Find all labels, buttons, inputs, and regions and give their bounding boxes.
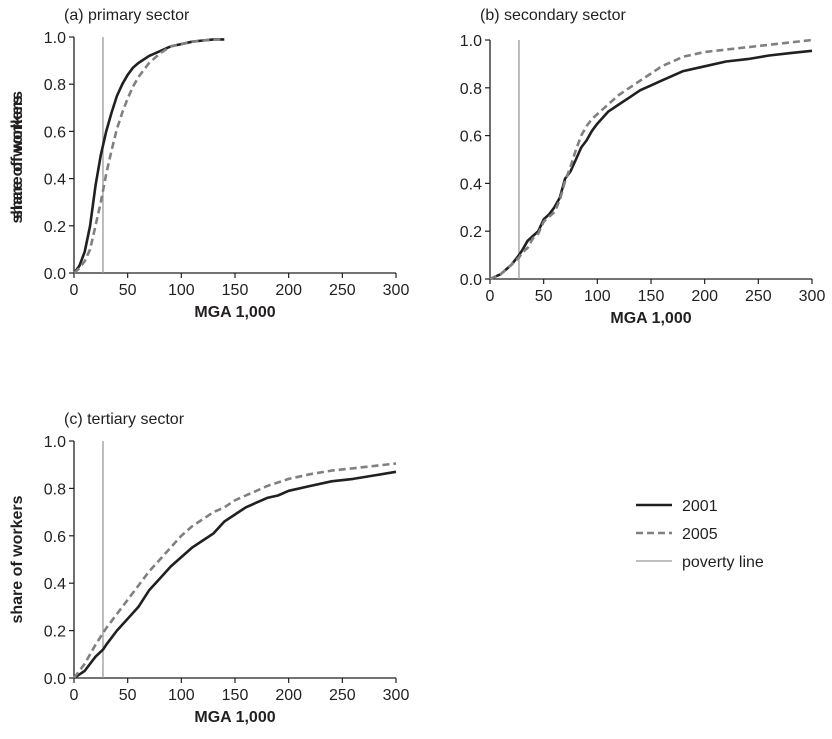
y-tick-label: 0.2 — [44, 624, 66, 641]
x-tick-label: 200 — [691, 288, 718, 305]
x-tick-label: 50 — [535, 288, 553, 305]
y-tick-label: 0.0 — [44, 671, 66, 688]
panel-title: (b) secondary sector — [480, 7, 627, 24]
series-line-2005 — [72, 462, 397, 679]
x-tick-label: 50 — [119, 687, 137, 704]
chart-panel-1: (b) secondary sector 0 50 100 150 200 250 300 0.… — [9, 7, 825, 327]
legend-label-1: 2005 — [682, 526, 718, 543]
y-tick-label: 1.0 — [44, 30, 66, 47]
y-tick-label: 0.4 — [44, 576, 66, 593]
series-line-2005 — [73, 38, 225, 274]
y-tick-label: 0.6 — [460, 129, 482, 146]
y-tick-label: 0.0 — [460, 272, 482, 289]
x-tick-label: 150 — [638, 288, 665, 305]
y-tick-label: 0.6 — [44, 529, 66, 546]
x-axis-title: MGA 1,000 — [194, 304, 275, 321]
y-tick-label: 1.0 — [460, 33, 482, 50]
series-line-2001 — [73, 470, 397, 680]
y-tick-label: 1.0 — [44, 434, 66, 451]
panel-title: (c) tertiary sector — [64, 411, 185, 428]
legend-label-0: 2001 — [682, 498, 718, 515]
x-tick-label: 200 — [275, 687, 302, 704]
y-axis-title: share of workers — [9, 495, 26, 623]
x-tick-label: 250 — [745, 288, 772, 305]
x-tick-label: 0 — [486, 288, 495, 305]
y-tick-label: 0.2 — [44, 219, 66, 236]
x-tick-label: 50 — [119, 282, 137, 299]
chart-panel-0: (a) primary sector 0 50 100 150 200 250 300 0.0 0… — [9, 7, 409, 321]
series-line-2001 — [72, 38, 225, 274]
x-tick-label: 150 — [222, 282, 249, 299]
x-tick-label: 300 — [383, 687, 410, 704]
x-tick-label: 100 — [168, 282, 195, 299]
x-tick-label: 250 — [329, 282, 356, 299]
x-tick-label: 200 — [275, 282, 302, 299]
y-tick-label: 0.0 — [44, 266, 66, 283]
x-tick-label: 300 — [383, 282, 410, 299]
x-tick-label: 150 — [222, 687, 249, 704]
y-tick-label: 0.8 — [44, 77, 66, 94]
x-tick-label: 250 — [329, 687, 356, 704]
x-axis-title: MGA 1,000 — [610, 310, 691, 327]
y-tick-label: 0.4 — [44, 172, 66, 189]
x-tick-label: 100 — [168, 687, 195, 704]
x-tick-label: 300 — [799, 288, 826, 305]
y-tick-label: 0.6 — [44, 124, 66, 141]
x-tick-label: 0 — [70, 687, 79, 704]
x-tick-label: 100 — [584, 288, 611, 305]
legend: 2001 2005 poverty line — [636, 498, 764, 571]
panel-title: (a) primary sector — [64, 7, 190, 24]
y-axis-title: share of workers — [9, 95, 26, 223]
y-tick-label: 0.8 — [460, 81, 482, 98]
series-line-2001 — [489, 49, 813, 281]
y-tick-label: 0.2 — [460, 224, 482, 241]
y-tick-label: 0.8 — [44, 481, 66, 498]
y-axis-title: share of workers — [9, 91, 26, 219]
x-axis-title: MGA 1,000 — [194, 709, 275, 726]
chart-panel-2: (c) tertiary sector 0 50 100 150 200 250 300 0.0… — [9, 411, 409, 726]
legend-label-2: poverty line — [682, 554, 764, 571]
y-tick-label: 0.4 — [460, 176, 482, 193]
x-tick-label: 0 — [70, 282, 79, 299]
series-line-2005 — [489, 38, 813, 281]
